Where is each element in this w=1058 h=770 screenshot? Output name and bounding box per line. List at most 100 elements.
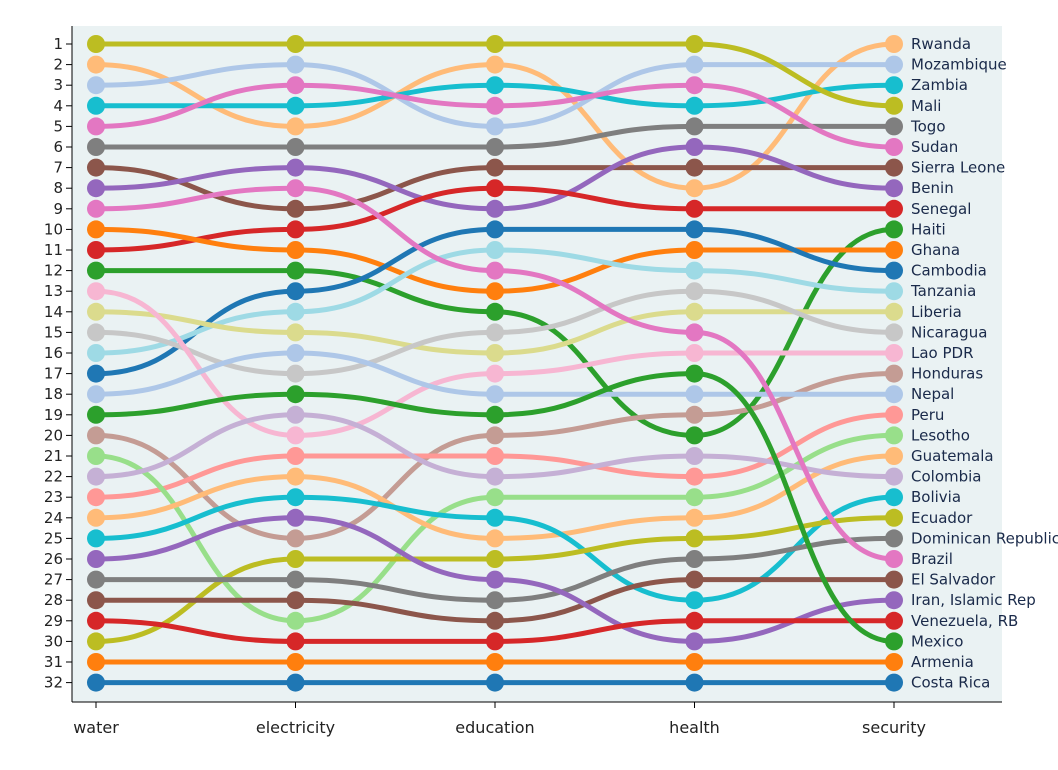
point-lesotho-health <box>685 488 704 507</box>
point-haiti-electricity <box>286 261 305 280</box>
point-zambia-education <box>486 76 504 95</box>
point-mozambique-security <box>885 55 903 74</box>
point-tanzania-water <box>87 344 105 362</box>
point-mexico-water <box>87 405 105 424</box>
series-label-mozambique: Mozambique <box>911 56 1007 74</box>
point-mali-education <box>486 35 504 53</box>
point-liberia-electricity <box>286 323 305 342</box>
point-togo-education <box>486 138 504 156</box>
point-senegal-education <box>486 179 504 198</box>
point-ecuador-education <box>486 550 504 568</box>
series-label-armenia: Armenia <box>911 653 974 671</box>
point-honduras-education <box>486 426 504 445</box>
point-lao-pdr-security <box>885 344 903 362</box>
point-ecuador-health <box>685 529 704 548</box>
point-iran-islamic-rep-electricity <box>286 508 305 527</box>
series-label-ghana: Ghana <box>911 241 960 259</box>
y-tick-label: 31 <box>44 653 63 671</box>
point-venezuela-rb-electricity <box>286 632 305 651</box>
y-tick-label: 32 <box>44 674 63 692</box>
point-dominican-republic-health <box>685 550 704 568</box>
point-mexico-health <box>685 364 704 383</box>
point-mali-security <box>885 96 903 115</box>
point-liberia-health <box>685 302 704 321</box>
series-label-haiti: Haiti <box>911 220 946 238</box>
series-label-rwanda: Rwanda <box>911 35 971 53</box>
point-rwanda-education <box>486 55 504 74</box>
series-label-brazil: Brazil <box>911 550 953 568</box>
point-lao-pdr-education <box>486 364 504 383</box>
y-tick-label: 3 <box>53 76 63 94</box>
point-lao-pdr-water <box>87 282 105 301</box>
point-armenia-electricity <box>286 653 305 671</box>
point-mozambique-water <box>87 76 105 95</box>
point-liberia-security <box>885 302 903 321</box>
series-label-mexico: Mexico <box>911 632 963 650</box>
point-tanzania-education <box>486 241 504 259</box>
series-label-benin: Benin <box>911 179 954 197</box>
y-tick-label: 8 <box>53 179 63 197</box>
point-sudan-electricity <box>286 76 305 95</box>
point-benin-water <box>87 179 105 198</box>
point-mexico-security <box>885 632 903 651</box>
point-rwanda-water <box>87 55 105 74</box>
y-tick-label: 13 <box>44 282 63 300</box>
point-iran-islamic-rep-security <box>885 591 903 610</box>
point-cambodia-security <box>885 261 903 280</box>
y-axis-ticks: 1234567891011121314151617181920212223242… <box>44 35 72 692</box>
x-tick-label-security: security <box>862 718 926 737</box>
series-points <box>87 35 903 692</box>
point-venezuela-rb-health <box>685 611 704 630</box>
series-label-ecuador: Ecuador <box>911 509 973 527</box>
point-bolivia-security <box>885 488 903 507</box>
point-dominican-republic-security <box>885 529 903 548</box>
point-bolivia-water <box>87 529 105 548</box>
point-ghana-education <box>486 282 504 301</box>
series-label-peru: Peru <box>911 406 944 424</box>
series-line-colombia <box>93 412 897 480</box>
point-colombia-health <box>685 447 704 465</box>
point-bolivia-health <box>685 591 704 610</box>
point-mali-water <box>87 35 105 53</box>
point-bolivia-electricity <box>286 488 305 507</box>
point-colombia-electricity <box>286 405 305 424</box>
point-lesotho-electricity <box>286 611 305 630</box>
point-guatemala-education <box>486 529 504 548</box>
point-honduras-security <box>885 364 903 383</box>
point-senegal-security <box>885 199 903 218</box>
series-line-lesotho <box>93 432 897 624</box>
point-mali-electricity <box>286 35 305 53</box>
point-lao-pdr-electricity <box>286 426 305 445</box>
point-cambodia-health <box>685 220 704 239</box>
point-peru-security <box>885 405 903 424</box>
point-el-salvador-electricity <box>286 591 305 610</box>
y-tick-label: 27 <box>44 571 63 589</box>
series-label-colombia: Colombia <box>911 468 982 486</box>
point-peru-health <box>685 467 704 486</box>
point-sudan-security <box>885 138 903 156</box>
y-tick-label: 6 <box>53 138 63 156</box>
x-tick-label-water: water <box>73 718 119 737</box>
y-tick-label: 24 <box>44 509 63 527</box>
series-label-venezuela-rb: Venezuela, RB <box>911 612 1018 630</box>
point-bolivia-education <box>486 508 504 527</box>
point-armenia-water <box>87 653 105 671</box>
y-tick-label: 20 <box>44 426 63 444</box>
series-label-zambia: Zambia <box>911 76 968 94</box>
y-tick-label: 4 <box>53 97 63 115</box>
series-label-cambodia: Cambodia <box>911 262 987 280</box>
point-ecuador-security <box>885 508 903 527</box>
series-label-sierra-leone: Sierra Leone <box>911 159 1005 177</box>
point-nicaragua-electricity <box>286 364 305 383</box>
y-tick-label: 12 <box>44 262 63 280</box>
point-ecuador-electricity <box>286 550 305 568</box>
point-armenia-security <box>885 653 903 671</box>
point-costa-rica-education <box>486 673 504 692</box>
point-haiti-water <box>87 261 105 280</box>
point-lesotho-security <box>885 426 903 445</box>
point-togo-electricity <box>286 138 305 156</box>
point-rwanda-security <box>885 35 903 53</box>
series-label-guatemala: Guatemala <box>911 447 994 465</box>
y-tick-label: 25 <box>44 529 63 547</box>
point-costa-rica-security <box>885 673 903 692</box>
